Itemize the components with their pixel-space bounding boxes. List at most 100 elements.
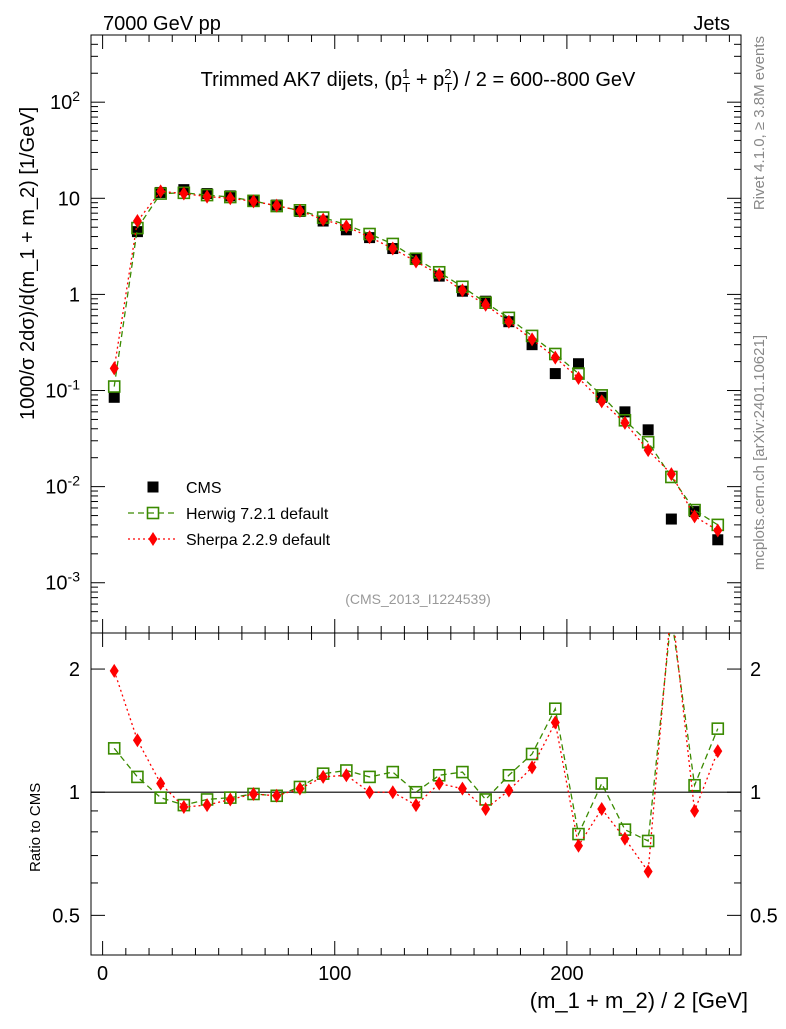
sherpa-point <box>411 254 421 269</box>
sherpa-point <box>388 241 398 256</box>
ratio-plot-frame <box>90 632 742 956</box>
herwig-ratio-point <box>666 610 677 621</box>
sherpa-ratio-point <box>620 831 630 846</box>
main-y-tick-label: 10-2 <box>45 473 80 499</box>
cms-point <box>108 391 120 403</box>
legend-herwig-marker <box>146 506 160 520</box>
herwig-ratio-point <box>595 777 609 790</box>
sherpa-point <box>295 203 305 218</box>
sherpa-ratio-point <box>527 760 537 775</box>
cms-point <box>712 534 724 546</box>
sherpa-ratio-point <box>481 801 491 816</box>
sherpa-ratio-point <box>341 768 351 783</box>
sherpa-point <box>550 350 560 365</box>
sherpa-point <box>132 214 142 229</box>
sherpa-ratio-point <box>690 803 700 818</box>
sherpa-ratio-point <box>365 785 375 800</box>
sherpa-point <box>713 523 723 538</box>
sherpa-ratio-point <box>249 786 258 801</box>
analysis-watermark: (CMS_2013_I1224539) <box>345 591 491 607</box>
sherpa-point <box>527 332 537 347</box>
ratio-y-tick-label-left: 2 <box>69 659 80 681</box>
cms-point <box>131 226 143 238</box>
herwig-ratio-point <box>409 785 423 799</box>
main-y-tick-label: 102 <box>50 88 80 114</box>
main-series-group <box>107 184 725 546</box>
herwig-line <box>113 192 719 526</box>
herwig-ratio-point <box>386 765 400 779</box>
herwig-ratio-line <box>113 633 719 842</box>
ratio-y-tick-label-left: 1 <box>69 782 80 804</box>
sherpa-point <box>225 191 235 206</box>
legend-sherpa-label: Sherpa 2.2.9 default <box>186 532 331 549</box>
sherpa-ratio-point <box>109 663 119 678</box>
herwig-ratio-point <box>711 722 725 735</box>
sherpa-point <box>690 509 700 524</box>
x-tick-label: 100 <box>318 963 351 985</box>
cms-point <box>549 368 561 380</box>
herwig-ratio-point <box>641 834 655 848</box>
sherpa-point <box>434 267 444 282</box>
ratio-y-tick-label-right: 1 <box>750 782 761 804</box>
sherpa-ratio-point <box>550 715 560 730</box>
legend-cms-label: CMS <box>186 480 222 497</box>
herwig-ratio-point <box>548 702 562 716</box>
sherpa-ratio-point <box>272 788 282 803</box>
sherpa-ratio-point <box>643 864 653 879</box>
sherpa-ratio-point <box>667 596 676 610</box>
herwig-ratio-point <box>107 742 121 755</box>
cms-point <box>665 513 677 525</box>
herwig-ratio-point <box>502 768 516 782</box>
herwig-ratio-point <box>131 770 144 784</box>
sherpa-line <box>113 190 719 532</box>
sherpa-ratio-point <box>295 781 305 796</box>
header-process: 7000 GeV pp <box>103 13 221 35</box>
sherpa-point <box>643 443 653 458</box>
sherpa-point <box>504 314 514 329</box>
sherpa-point <box>202 189 212 204</box>
main-y-tick-label: 10 <box>58 188 80 210</box>
sherpa-ratio-point <box>132 733 142 748</box>
ratio-series-group <box>107 596 725 879</box>
legend-herwig-label: Herwig 7.2.1 default <box>186 506 329 523</box>
sherpa-ratio-point <box>504 783 514 798</box>
herwig-ratio-point <box>688 778 701 792</box>
sherpa-ratio-point <box>457 781 467 796</box>
rivet-label: Rivet 4.1.0, ≥ 3.8M events <box>751 36 768 210</box>
header-category: Jets <box>693 13 730 35</box>
cms-point <box>619 406 631 418</box>
sherpa-ratio-point <box>597 801 607 816</box>
sherpa-ratio-point <box>388 785 398 800</box>
ratio-y-axis-label: Ratio to CMS <box>27 783 44 872</box>
main-y-tick-label: 1 <box>69 284 80 306</box>
sherpa-point <box>341 219 351 234</box>
sherpa-ratio-point <box>225 792 235 807</box>
sherpa-ratio-point <box>179 800 189 815</box>
chart-title-rendered: Trimmed AK7 dijets, (p1 T + p2 T) / 2 = 60… <box>201 66 636 95</box>
x-tick-label: 0 <box>97 963 108 985</box>
sherpa-point <box>109 361 119 376</box>
sherpa-ratio-point <box>713 744 723 759</box>
sherpa-point <box>272 198 282 213</box>
sherpa-point <box>249 194 258 209</box>
sherpa-ratio-point <box>411 798 421 813</box>
herwig-ratio-point <box>525 747 539 761</box>
sherpa-point <box>597 394 607 409</box>
x-axis-label: (m_1 + m_2) / 2 [GeV] <box>530 988 748 1013</box>
ratio-y-tick-label-right: 2 <box>750 659 761 681</box>
legend-sherpa-marker <box>148 532 158 546</box>
sherpa-ratio-point <box>434 776 444 791</box>
sherpa-point <box>179 186 189 201</box>
sherpa-point <box>457 283 467 298</box>
sherpa-ratio-point <box>318 769 328 784</box>
main-y-tick-label: 10-1 <box>45 377 80 403</box>
legend-cms-marker <box>147 481 159 493</box>
sherpa-point <box>156 184 166 199</box>
x-tick-label: 200 <box>550 963 583 985</box>
main-y-tick-label: 10-3 <box>45 569 80 595</box>
sherpa-ratio-point <box>574 838 583 853</box>
sherpa-point <box>666 467 676 482</box>
sherpa-point <box>620 415 630 430</box>
